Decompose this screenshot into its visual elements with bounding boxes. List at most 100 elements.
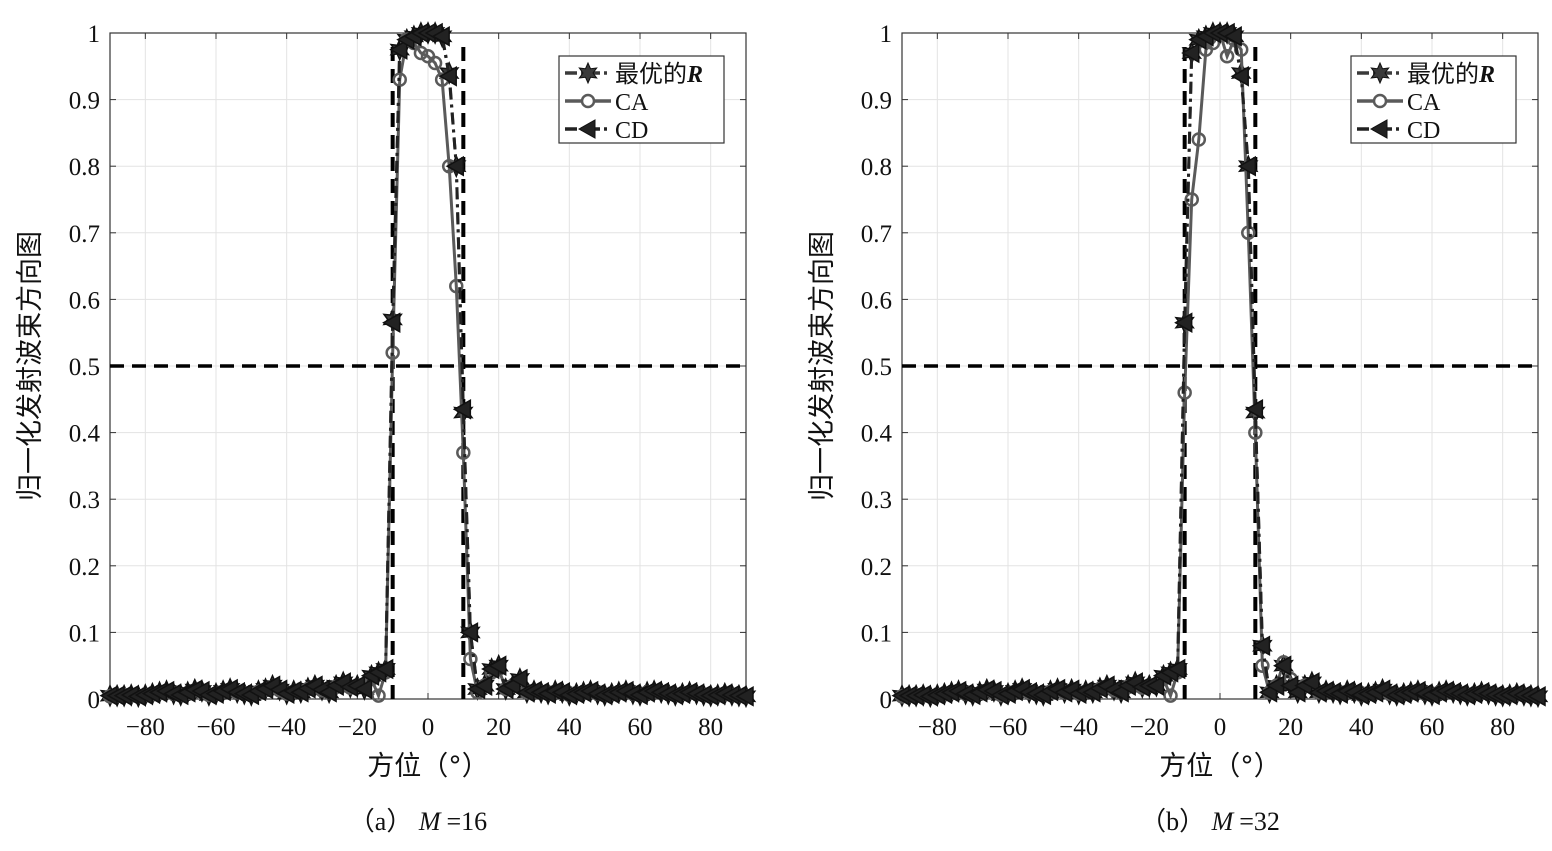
data-point [509, 668, 528, 690]
data-point [1230, 66, 1249, 87]
data-point [488, 655, 507, 676]
caption-var: M [1211, 807, 1235, 836]
data-point [1255, 658, 1270, 673]
y-tick-label: 0.1 [861, 620, 892, 647]
x-tick-label: −20 [1130, 714, 1169, 741]
legend-label: CA [615, 90, 649, 116]
x-tick-label: 60 [628, 714, 653, 741]
chart-b: −80 −60 −40 −20 0 20 40 60 80 0 0.1 0.2 0.3 0.4 0.5 0.6… [807, 21, 1549, 836]
data-point [1223, 26, 1242, 47]
data-point [1527, 686, 1546, 707]
x-tick-label: −20 [338, 714, 377, 741]
data-point [353, 678, 373, 700]
data-point [459, 622, 479, 643]
x-tick-label: −80 [918, 714, 957, 741]
data-point [452, 399, 472, 420]
chart-caption: （a） M =16 [349, 807, 487, 836]
data-point [1181, 42, 1200, 64]
data-point [449, 278, 464, 294]
y-tick-label: 0.4 [861, 421, 893, 448]
legend-label-var: R [686, 62, 703, 88]
y-tick-label: 0.4 [69, 421, 101, 448]
data-point [1237, 155, 1257, 177]
x-tick-label: 40 [1349, 714, 1374, 741]
legend-circle-icon [1372, 93, 1388, 109]
y-tick-label: 0.3 [69, 487, 100, 514]
data-point [1191, 132, 1207, 147]
x-tick-label: 40 [557, 714, 582, 741]
y-tick-label: 0.8 [861, 154, 892, 181]
y-tick-label: 0 [880, 687, 893, 714]
legend-label: CD [1407, 118, 1440, 144]
data-point [1163, 688, 1178, 703]
y-tick-label: 0.6 [861, 287, 892, 314]
y-tick-label: 0.2 [69, 554, 100, 581]
data-point [427, 55, 443, 71]
data-point [463, 651, 478, 667]
chart-caption: （b） M =32 [1140, 807, 1280, 836]
x-tick-label: 60 [1420, 714, 1445, 741]
data-point [389, 39, 408, 60]
data-point [371, 688, 386, 703]
data-point [438, 66, 457, 87]
y-axis-label: 归一化发射波束方向图 [807, 231, 838, 501]
y-tick-label: 0.8 [69, 154, 100, 181]
data-point [375, 658, 394, 680]
y-tick-label: 0.5 [861, 354, 892, 381]
x-tick-label: −60 [988, 714, 1027, 741]
y-tick-label: 0.3 [861, 487, 892, 514]
x-tick-label: 20 [1278, 714, 1303, 741]
legend-star-icon [1370, 61, 1390, 85]
data-point [1301, 672, 1320, 693]
legend-label: 最优的R [615, 61, 703, 88]
x-tick-label: −40 [267, 714, 306, 741]
x-tick-label: −80 [126, 714, 165, 741]
y-tick-label: 1 [88, 21, 101, 48]
data-point [735, 686, 754, 707]
data-point [1174, 312, 1193, 333]
legend-label: 最优的R [1407, 61, 1495, 88]
data-point [1244, 399, 1264, 420]
legend-triangle-left-icon [577, 119, 596, 139]
caption-prefix: （a） [349, 807, 419, 836]
data-point [1241, 225, 1256, 241]
y-tick-label: 0 [88, 687, 101, 714]
x-tick-label: 80 [1490, 714, 1515, 741]
caption-prefix: （b） [1140, 807, 1212, 836]
data-point [1167, 658, 1186, 680]
data-point [1251, 635, 1271, 657]
x-tick-label: 0 [1214, 714, 1227, 741]
data-point [413, 45, 429, 61]
data-point [382, 312, 401, 333]
y-tick-label: 0.6 [69, 287, 100, 314]
data-point [431, 26, 450, 47]
series-triangle-left [99, 22, 754, 707]
caption-var: M [418, 807, 442, 836]
y-tick-label: 0.9 [69, 88, 100, 115]
legend-star-icon [578, 61, 598, 85]
x-tick-label: 0 [422, 714, 435, 741]
y-tick-label: 0.2 [861, 554, 892, 581]
series-triangle-left [891, 22, 1546, 707]
caption-value: =16 [447, 807, 488, 836]
x-axis-label: 方位（°） [1159, 751, 1281, 782]
caption-value: =32 [1239, 807, 1280, 836]
data-point [1273, 655, 1292, 676]
legend-label-var: R [1478, 62, 1495, 88]
chart-a: −80 −60 −40 −20 0 20 40 60 80 0 0.1 0.2 0.3 0.4 0.5 0.6… [15, 21, 757, 836]
y-tick-label: 0.7 [69, 221, 100, 248]
x-tick-label: 80 [698, 714, 723, 741]
y-tick-label: 0.7 [861, 221, 892, 248]
data-point [474, 675, 493, 696]
data-point [1145, 675, 1165, 696]
legend-label: CA [1407, 90, 1441, 116]
data-point [445, 155, 465, 177]
y-tick-label: 0.5 [69, 354, 100, 381]
x-tick-label: −40 [1059, 714, 1098, 741]
legend-label: CD [615, 118, 648, 144]
y-tick-label: 1 [880, 21, 893, 48]
y-tick-label: 0.1 [69, 620, 100, 647]
